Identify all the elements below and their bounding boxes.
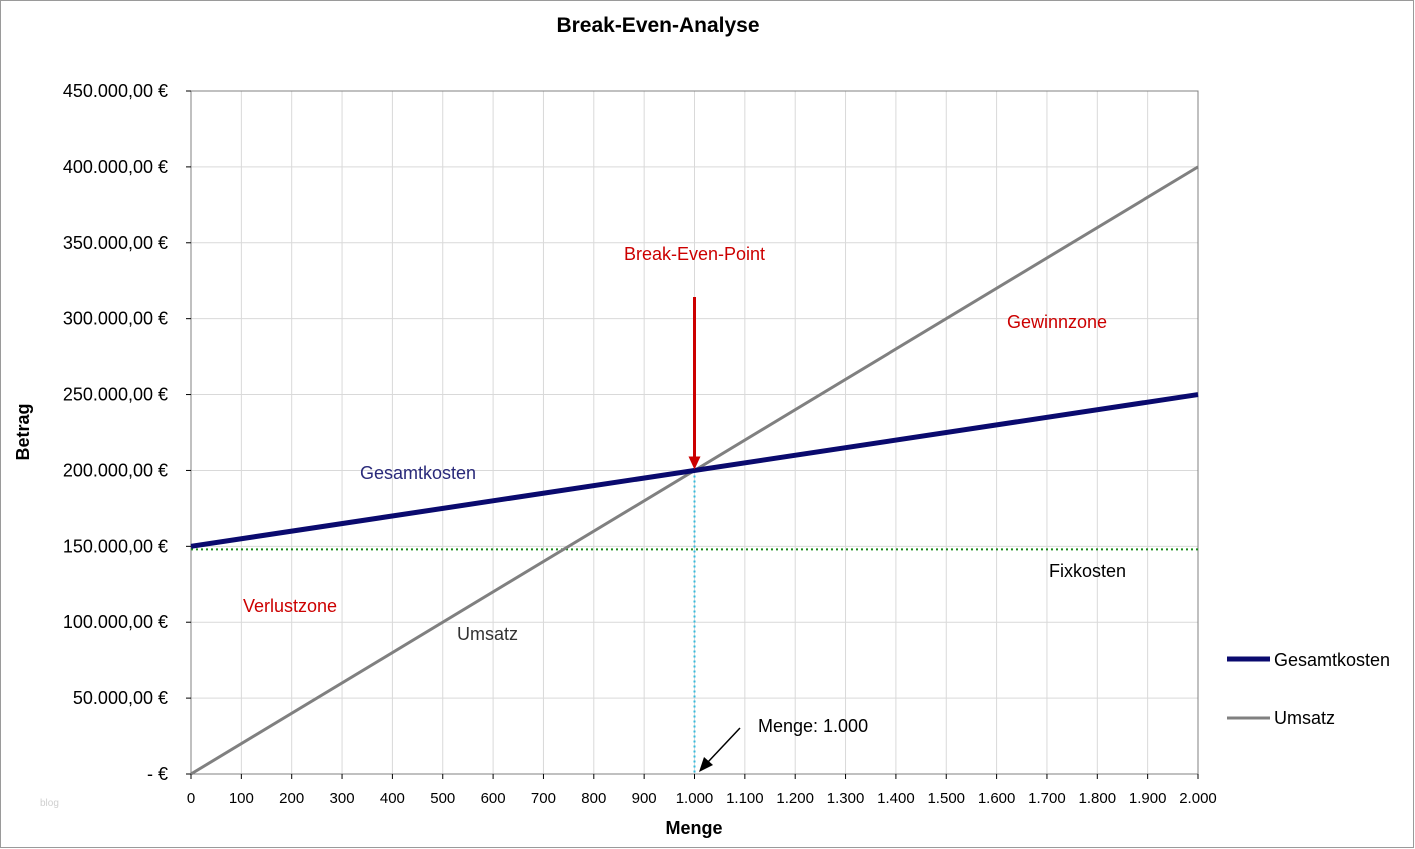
break-even-point-label: Break-Even-Point (624, 244, 765, 264)
x-tick-label: 1.200 (776, 790, 814, 807)
break-even-arrow-head (688, 456, 701, 470)
annotations: Break-Even-Point Menge: 1.000 Gesamtkosten… (243, 244, 1126, 772)
y-tick-label: 350.000,00 € (63, 233, 168, 253)
y-tick-label: 250.000,00 € (63, 385, 168, 405)
y-axis-ticks: - € 50.000,00 € 100.000,00 € 150.000,00 € 20… (63, 81, 191, 784)
umsatz-annotation: Umsatz (457, 624, 518, 644)
y-tick-label: 50.000,00 € (73, 688, 168, 708)
x-tick-label: 1.100 (726, 790, 764, 807)
gesamtkosten-annotation: Gesamtkosten (360, 463, 476, 483)
y-tick-label: 200.000,00 € (63, 460, 168, 480)
x-tick-label: 1.300 (827, 790, 865, 807)
reference-lines (191, 470, 1198, 774)
chart-title: Break-Even-Analyse (556, 14, 759, 37)
x-tick-label: 1.900 (1129, 790, 1167, 807)
fixkosten-annotation: Fixkosten (1049, 561, 1126, 581)
y-tick-label: 400.000,00 € (63, 157, 168, 177)
legend-label-umsatz: Umsatz (1274, 708, 1335, 728)
x-tick-label: 200 (279, 790, 304, 807)
x-tick-label: 1.500 (927, 790, 965, 807)
x-tick-label: 2.000 (1179, 790, 1217, 807)
x-tick-label: 700 (531, 790, 556, 807)
x-tick-label: 1.600 (978, 790, 1016, 807)
x-tick-label: 100 (229, 790, 254, 807)
x-tick-label: 1.000 (676, 790, 714, 807)
series-lines (190, 165, 1199, 776)
x-tick-label: 600 (481, 790, 506, 807)
y-tick-label: 450.000,00 € (63, 81, 168, 101)
legend: Gesamtkosten Umsatz (1227, 650, 1390, 728)
x-tick-label: 400 (380, 790, 405, 807)
y-tick-label: - € (147, 764, 168, 784)
verlustzone-annotation: Verlustzone (243, 596, 337, 616)
watermark: blog (40, 798, 59, 809)
gewinnzone-annotation: Gewinnzone (1007, 312, 1107, 332)
x-tick-label: 300 (330, 790, 355, 807)
series-line-gesamtkosten (190, 392, 1199, 549)
y-axis-title: Betrag (13, 403, 33, 460)
x-tick-label: 500 (430, 790, 455, 807)
x-tick-label: 0 (187, 790, 195, 807)
x-axis-ticks: 0 100 200 300 400 500 600 700 800 900 1.000 1.100 1.… (187, 774, 1217, 807)
menge-arrow-head (699, 757, 713, 772)
x-tick-label: 800 (581, 790, 606, 807)
x-tick-label: 1.400 (877, 790, 915, 807)
y-tick-label: 150.000,00 € (63, 536, 168, 556)
y-tick-label: 300.000,00 € (63, 309, 168, 329)
x-tick-label: 1.700 (1028, 790, 1066, 807)
menge-arrow-shaft (707, 727, 741, 763)
legend-label-gesamtkosten: Gesamtkosten (1274, 650, 1390, 670)
y-tick-label: 100.000,00 € (63, 612, 168, 632)
menge-label: Menge: 1.000 (758, 716, 868, 736)
x-axis-title: Menge (665, 818, 722, 838)
x-tick-label: 1.800 (1079, 790, 1117, 807)
x-tick-label: 900 (632, 790, 657, 807)
